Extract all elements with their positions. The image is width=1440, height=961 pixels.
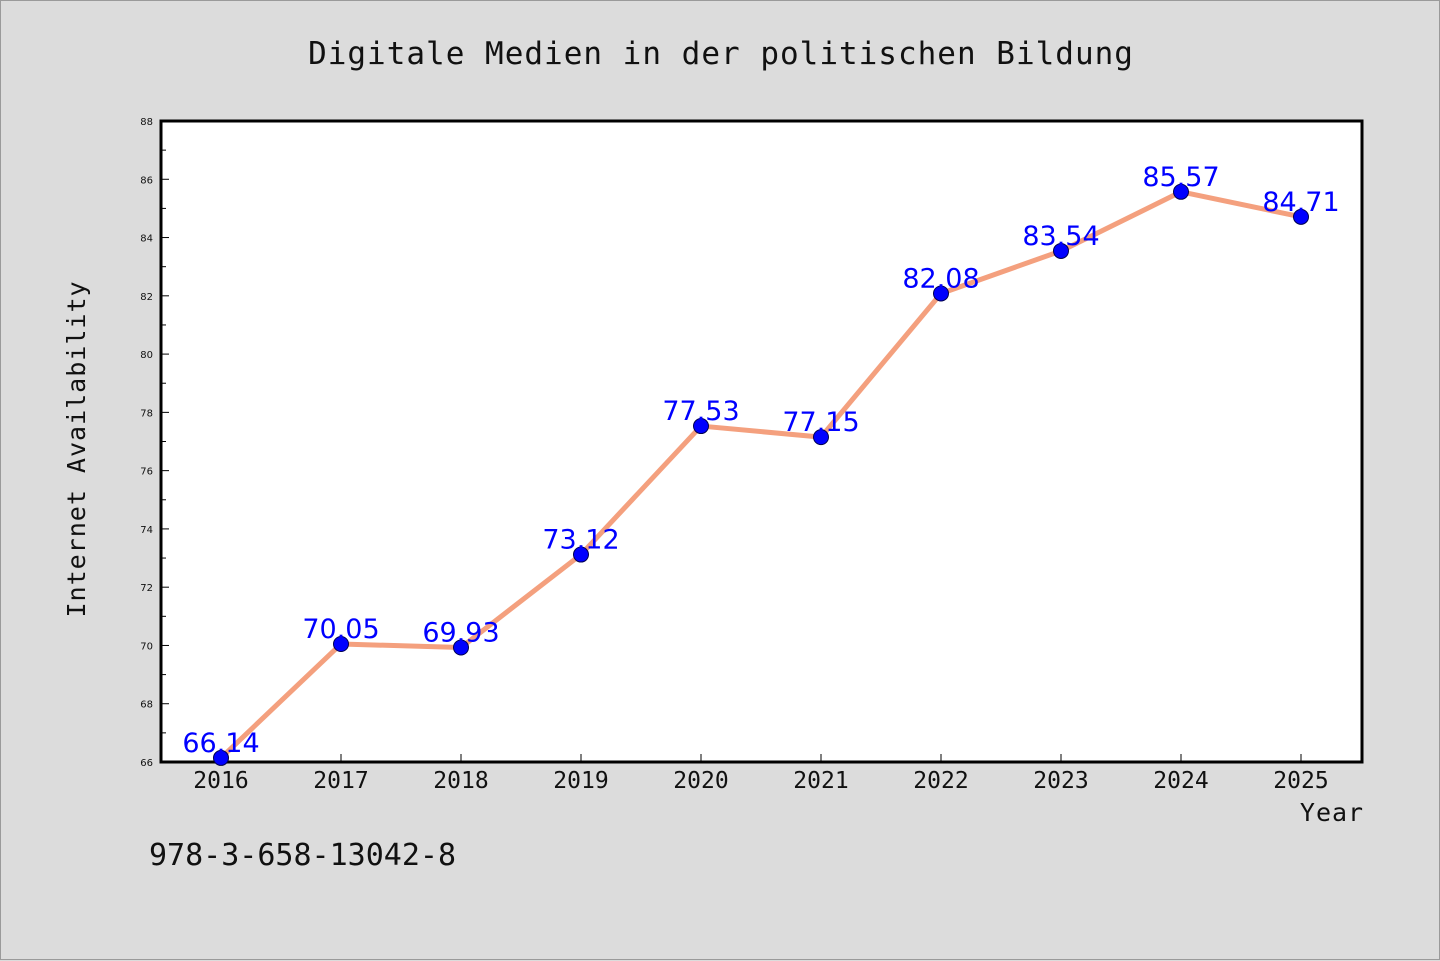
x-tick-label: 2021 bbox=[793, 768, 848, 794]
data-label: 66.14 bbox=[182, 728, 259, 759]
y-axis: 66 68 70 72 74 76 78 80 82 84 86 88 bbox=[140, 117, 169, 769]
x-tick-label: 2022 bbox=[913, 768, 968, 794]
data-point bbox=[813, 429, 829, 446]
plot-area bbox=[159, 119, 1364, 764]
series-group: 66.14 70.05 69.93 73.12 77.53 77.15 82.08 83.54… bbox=[182, 162, 1340, 766]
y-tick-label: 88 bbox=[140, 117, 153, 128]
y-axis-title: Internet Availability bbox=[62, 280, 91, 617]
y-tick-label: 72 bbox=[140, 583, 153, 594]
data-point bbox=[1173, 183, 1189, 200]
y-tick-label: 66 bbox=[140, 758, 153, 769]
y-tick-label: 76 bbox=[140, 467, 153, 478]
data-point bbox=[573, 546, 589, 563]
data-point bbox=[1053, 242, 1069, 259]
x-tick-label: 2024 bbox=[1153, 768, 1208, 794]
data-label: 83.54 bbox=[1022, 221, 1099, 252]
y-tick-label: 84 bbox=[140, 234, 153, 245]
x-tick-label: 2023 bbox=[1033, 768, 1088, 794]
data-label: 77.15 bbox=[782, 407, 859, 438]
x-axis-title: Year bbox=[1300, 798, 1364, 827]
x-tick-label: 2019 bbox=[553, 768, 608, 794]
x-tick-label: 2017 bbox=[313, 768, 368, 794]
data-label: 73.12 bbox=[542, 525, 619, 556]
data-point bbox=[933, 285, 949, 302]
y-tick-label: 82 bbox=[140, 292, 153, 303]
series-line bbox=[218, 189, 1304, 761]
data-point bbox=[1293, 208, 1309, 225]
data-label: 84.71 bbox=[1262, 187, 1339, 218]
data-point bbox=[693, 418, 709, 435]
data-label: 70.05 bbox=[302, 614, 379, 645]
x-tick-label: 2018 bbox=[433, 768, 488, 794]
data-label: 85.57 bbox=[1142, 162, 1219, 193]
data-point bbox=[453, 639, 469, 656]
y-tick-label: 74 bbox=[140, 525, 153, 536]
data-label: 69.93 bbox=[422, 617, 499, 648]
x-tick-label: 2025 bbox=[1273, 768, 1328, 794]
data-point bbox=[333, 635, 349, 652]
data-point bbox=[213, 749, 229, 766]
y-tick-label: 78 bbox=[140, 408, 153, 419]
x-tick-label: 2020 bbox=[673, 768, 728, 794]
chart-title: Digitale Medien in der politischen Bildu… bbox=[308, 36, 1134, 72]
y-tick-label: 68 bbox=[140, 700, 153, 711]
data-label: 82.08 bbox=[902, 263, 979, 294]
y-tick-label: 86 bbox=[140, 175, 153, 186]
x-axis: 2016 2017 2018 2019 2020 2021 2022 2023 2024 2025 bbox=[193, 754, 1329, 794]
x-tick-label: 2016 bbox=[193, 768, 248, 794]
y-tick-label: 70 bbox=[140, 641, 153, 652]
y-tick-label: 80 bbox=[140, 350, 153, 361]
isbn-text: 978-3-658-13042-8 bbox=[149, 838, 456, 873]
data-label: 77.53 bbox=[662, 396, 739, 427]
